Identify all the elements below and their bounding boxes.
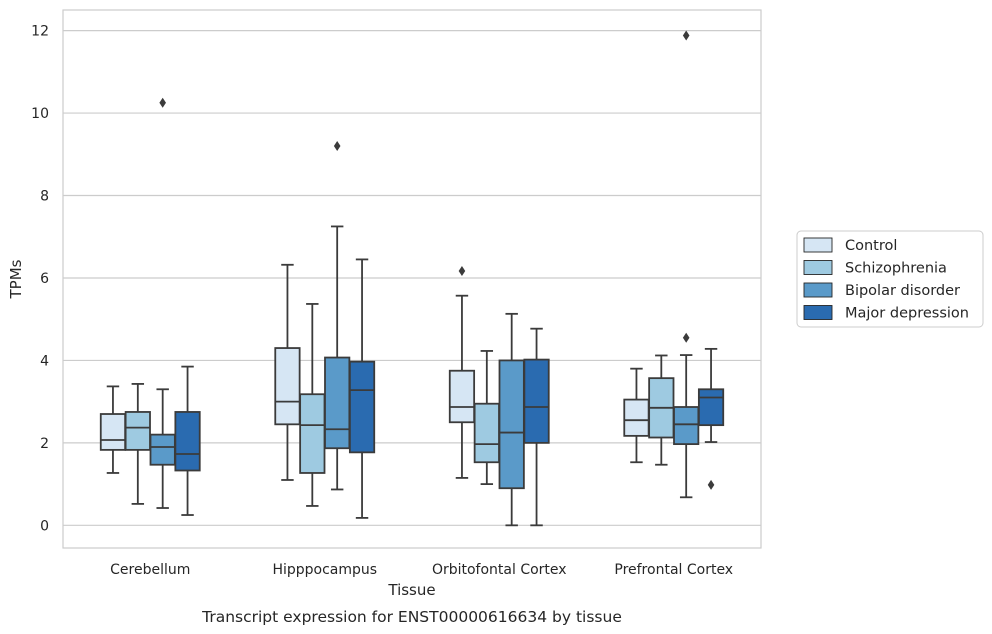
box-iqr <box>299 393 326 474</box>
x-tick-label: Orbitofontal Cortex <box>432 562 567 578</box>
x-tick-label: Hipppocampus <box>272 562 377 578</box>
box-iqr <box>473 402 500 464</box>
box-iqr <box>523 358 550 444</box>
box-iqr <box>348 360 376 454</box>
box-1-3 <box>348 258 376 519</box>
box-3-1 <box>648 354 675 466</box>
box-2-3 <box>523 327 550 527</box>
box-0-1 <box>124 383 151 505</box>
legend-label: Control <box>845 238 897 254</box>
y-tick-labels: 0 2 4 6 8 10 12 <box>31 24 49 535</box>
box-2-0 <box>448 265 476 479</box>
box-iqr <box>697 388 725 427</box>
legend-label: Bipolar disorder <box>845 283 960 299</box>
y-tick-label: 6 <box>40 271 49 287</box>
y-tick-label: 2 <box>40 436 49 452</box>
legend-swatch <box>803 282 833 298</box>
plot-background <box>63 10 761 548</box>
box-3-0 <box>623 367 650 464</box>
box-0-2 <box>149 97 176 509</box>
outlier-point <box>682 332 690 343</box>
box-iqr <box>623 398 650 437</box>
box-3-3 <box>697 347 725 490</box>
y-tick-label: 0 <box>40 518 49 534</box>
legend-swatch <box>803 237 833 253</box>
box-iqr <box>99 413 127 451</box>
box-groups <box>99 30 725 527</box>
x-tick-labels: Cerebellum Hipppocampus Orbitofontal Corte… <box>110 562 733 578</box>
x-axis-label: Tissue <box>387 581 435 599</box>
outlier-point <box>707 479 715 490</box>
box-3-2 <box>673 30 700 499</box>
legend: Control Schizophrenia Bipolar disorder Majo… <box>796 230 984 328</box>
outlier-point <box>458 265 466 276</box>
box-0-3 <box>174 365 201 516</box>
outlier-point <box>159 97 166 108</box>
box-0-0 <box>99 385 127 474</box>
box-iqr <box>149 433 176 466</box>
box-1-1 <box>299 303 326 507</box>
chart-title: Transcript expression for ENST0000061663… <box>201 608 622 626</box>
box-iqr <box>498 359 525 490</box>
box-2-1 <box>473 350 500 485</box>
box-1-0 <box>274 263 301 481</box>
legend-label: Major depression <box>845 306 969 322</box>
plot-frame <box>62 9 762 549</box>
y-axis-label: TPMs <box>7 259 25 299</box>
x-tick-label: Prefrontal Cortex <box>614 562 733 578</box>
legend-frame <box>796 230 984 328</box>
box-iqr <box>174 411 201 472</box>
legend-swatch <box>803 305 833 320</box>
x-tick-label: Cerebellum <box>110 562 190 578</box>
box-iqr <box>274 347 301 426</box>
y-tick-label: 8 <box>40 189 49 205</box>
box-iqr <box>324 356 351 450</box>
outlier-point <box>682 30 690 41</box>
y-tick-label: 4 <box>40 353 49 369</box>
legend-swatch <box>803 260 833 275</box>
box-iqr <box>448 369 476 424</box>
y-tick-label: 12 <box>31 24 49 40</box>
box-iqr <box>124 411 151 451</box>
y-tick-label: 10 <box>31 106 49 122</box>
outlier-point <box>333 141 341 152</box>
legend-label: Schizophrenia <box>845 261 947 277</box>
box-iqr <box>673 406 700 446</box>
